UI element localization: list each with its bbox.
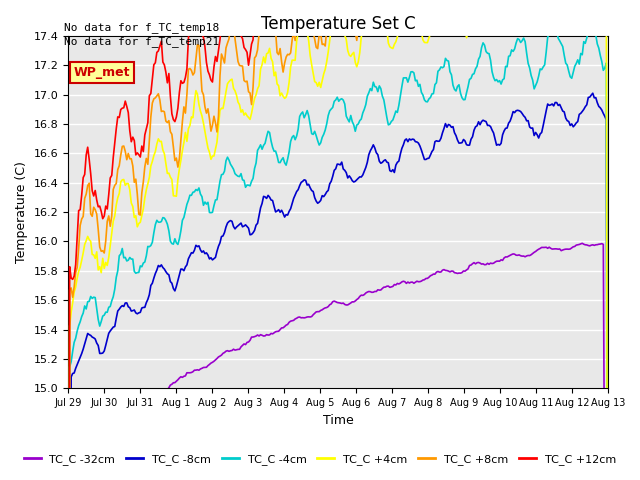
TC_C +4cm bbox=[131, 215, 138, 220]
TC_C +8cm bbox=[131, 180, 138, 185]
TC_C -4cm bbox=[252, 160, 260, 166]
TC_C -32cm bbox=[131, 409, 138, 415]
Legend: TC_C -32cm, TC_C -8cm, TC_C -4cm, TC_C +4cm, TC_C +8cm, TC_C +12cm: TC_C -32cm, TC_C -8cm, TC_C -4cm, TC_C +… bbox=[19, 450, 621, 469]
TC_C -8cm bbox=[574, 119, 582, 124]
Line: TC_C +8cm: TC_C +8cm bbox=[68, 0, 608, 480]
Text: No data for f_TC_temp21: No data for f_TC_temp21 bbox=[64, 36, 220, 47]
TC_C -8cm bbox=[131, 307, 138, 313]
TC_C -4cm bbox=[131, 268, 138, 274]
TC_C +12cm bbox=[252, 2, 260, 8]
TC_C +4cm bbox=[300, 22, 308, 28]
Text: No data for f_TC_temp18: No data for f_TC_temp18 bbox=[64, 22, 220, 33]
TC_C +12cm bbox=[243, 49, 251, 55]
TC_C -8cm bbox=[225, 218, 233, 224]
TC_C -4cm bbox=[574, 57, 582, 63]
X-axis label: Time: Time bbox=[323, 414, 353, 427]
TC_C -32cm bbox=[579, 240, 586, 246]
TC_C +8cm bbox=[225, 36, 233, 42]
TC_C -4cm bbox=[243, 182, 251, 188]
TC_C -4cm bbox=[300, 115, 308, 120]
TC_C +4cm bbox=[252, 92, 260, 97]
TC_C +4cm bbox=[243, 113, 251, 119]
TC_C -4cm bbox=[588, 21, 595, 26]
Text: WP_met: WP_met bbox=[74, 66, 130, 79]
TC_C +8cm bbox=[252, 53, 260, 59]
TC_C -32cm bbox=[225, 348, 233, 354]
Line: TC_C -32cm: TC_C -32cm bbox=[68, 243, 608, 480]
TC_C -32cm bbox=[252, 333, 260, 339]
TC_C +4cm bbox=[225, 79, 233, 84]
TC_C -8cm bbox=[300, 177, 308, 183]
TC_C -4cm bbox=[225, 157, 233, 163]
TC_C -8cm bbox=[243, 224, 251, 229]
TC_C -32cm bbox=[574, 242, 582, 248]
Line: TC_C +12cm: TC_C +12cm bbox=[68, 0, 608, 480]
TC_C +12cm bbox=[131, 138, 138, 144]
Line: TC_C -8cm: TC_C -8cm bbox=[68, 93, 608, 480]
TC_C -32cm bbox=[300, 315, 308, 321]
TC_C -8cm bbox=[252, 222, 260, 228]
TC_C -32cm bbox=[243, 339, 251, 345]
Title: Temperature Set C: Temperature Set C bbox=[260, 15, 415, 33]
Y-axis label: Temperature (C): Temperature (C) bbox=[15, 161, 28, 263]
Line: TC_C -4cm: TC_C -4cm bbox=[68, 24, 608, 480]
TC_C -8cm bbox=[589, 90, 596, 96]
TC_C +8cm bbox=[243, 78, 251, 84]
Line: TC_C +4cm: TC_C +4cm bbox=[68, 0, 608, 480]
